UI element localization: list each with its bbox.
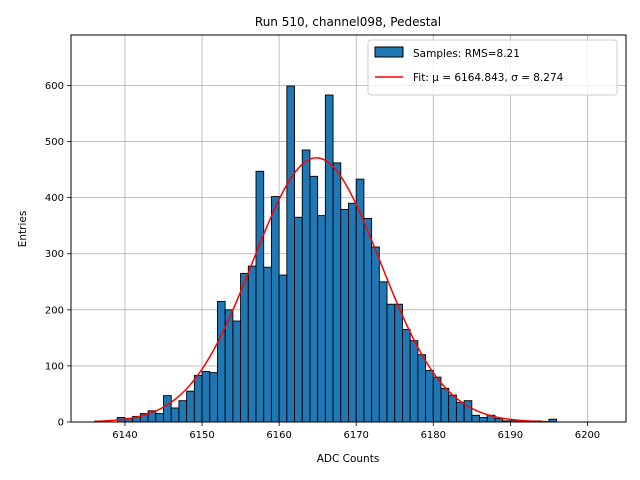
histogram-bar	[440, 387, 450, 423]
legend: Samples: RMS=8.21 Fit: μ = 6164.843, σ =…	[367, 39, 618, 96]
histogram-bar	[340, 208, 349, 423]
histogram-bar	[394, 303, 403, 423]
histogram-bar	[263, 266, 272, 423]
histogram-bar	[432, 376, 442, 423]
histogram-bar	[479, 417, 488, 423]
y-tick-label: 200	[45, 305, 64, 316]
histogram-bar	[170, 407, 180, 423]
histogram-bar	[270, 196, 280, 423]
histogram-bar	[417, 354, 427, 423]
y-axis-label: Entries	[17, 211, 29, 248]
legend-box	[367, 39, 618, 96]
histogram-bar	[386, 303, 396, 423]
histogram-bar	[193, 374, 203, 423]
histogram-bar	[317, 215, 326, 423]
y-tick-label: 500	[45, 137, 64, 148]
histogram-bar	[363, 217, 373, 423]
x-tick-label: 6190	[498, 430, 523, 441]
histogram-bar	[163, 395, 172, 423]
fit-curve-group	[94, 157, 557, 423]
histogram-bar	[348, 202, 357, 423]
histogram-bars	[116, 85, 558, 423]
histogram-bar	[494, 418, 504, 423]
histogram-bar	[224, 309, 234, 423]
histogram-bar	[217, 300, 226, 423]
histogram-bar	[455, 401, 465, 423]
histogram-bar	[309, 175, 319, 423]
histogram-bar	[255, 170, 265, 423]
x-tick-label: 6170	[343, 430, 368, 441]
histogram-bar	[155, 413, 164, 423]
histogram-bar	[371, 246, 380, 423]
histogram-bar	[425, 369, 434, 423]
y-tick-label: 100	[45, 361, 64, 372]
histogram-bar	[201, 371, 211, 423]
legend-entry-fit: Fit: μ = 6164.843, σ = 8.274	[413, 72, 564, 84]
histogram-bar	[402, 329, 411, 423]
histogram-bar	[332, 162, 342, 423]
histogram-bar	[471, 414, 480, 423]
histogram-bar	[409, 340, 419, 423]
histogram-bar	[209, 372, 218, 423]
histogram-bar	[294, 216, 303, 423]
x-tick-label: 6150	[189, 430, 214, 441]
histogram-bar	[186, 390, 195, 423]
y-axis-ticks: 0 100 200 300 400 500 600	[45, 81, 71, 429]
x-axis-label: ADC Counts	[317, 453, 380, 465]
legend-entry-samples: Samples: RMS=8.21	[413, 48, 520, 60]
histogram-bar	[247, 265, 257, 423]
x-axis-ticks: 6140 6150 6160 6170 6180 6190 6200	[112, 422, 600, 441]
x-tick-label: 6160	[266, 430, 291, 441]
axes-frame	[70, 34, 627, 423]
histogram-bar	[240, 272, 249, 423]
y-tick-label: 400	[45, 193, 64, 204]
histogram-bar	[286, 85, 295, 423]
x-tick-label: 6180	[421, 430, 446, 441]
x-tick-label: 6200	[575, 430, 600, 441]
chart-title: Run 510, channel098, Pedestal	[255, 15, 441, 29]
y-tick-label: 600	[45, 81, 64, 92]
histogram-bar	[278, 274, 288, 423]
histogram-bar	[355, 178, 365, 423]
histogram-bar	[448, 394, 457, 423]
histogram-bar	[178, 400, 188, 423]
x-tick-label: 6140	[112, 430, 137, 441]
y-tick-label: 300	[45, 249, 64, 260]
histogram-bar	[232, 320, 242, 423]
fit-curve	[94, 157, 557, 423]
y-tick-label: 0	[58, 418, 64, 429]
histogram-bar	[301, 149, 311, 423]
histogram-bar	[324, 94, 334, 423]
histogram-bar	[378, 281, 388, 423]
legend-swatch-samples	[374, 46, 404, 58]
